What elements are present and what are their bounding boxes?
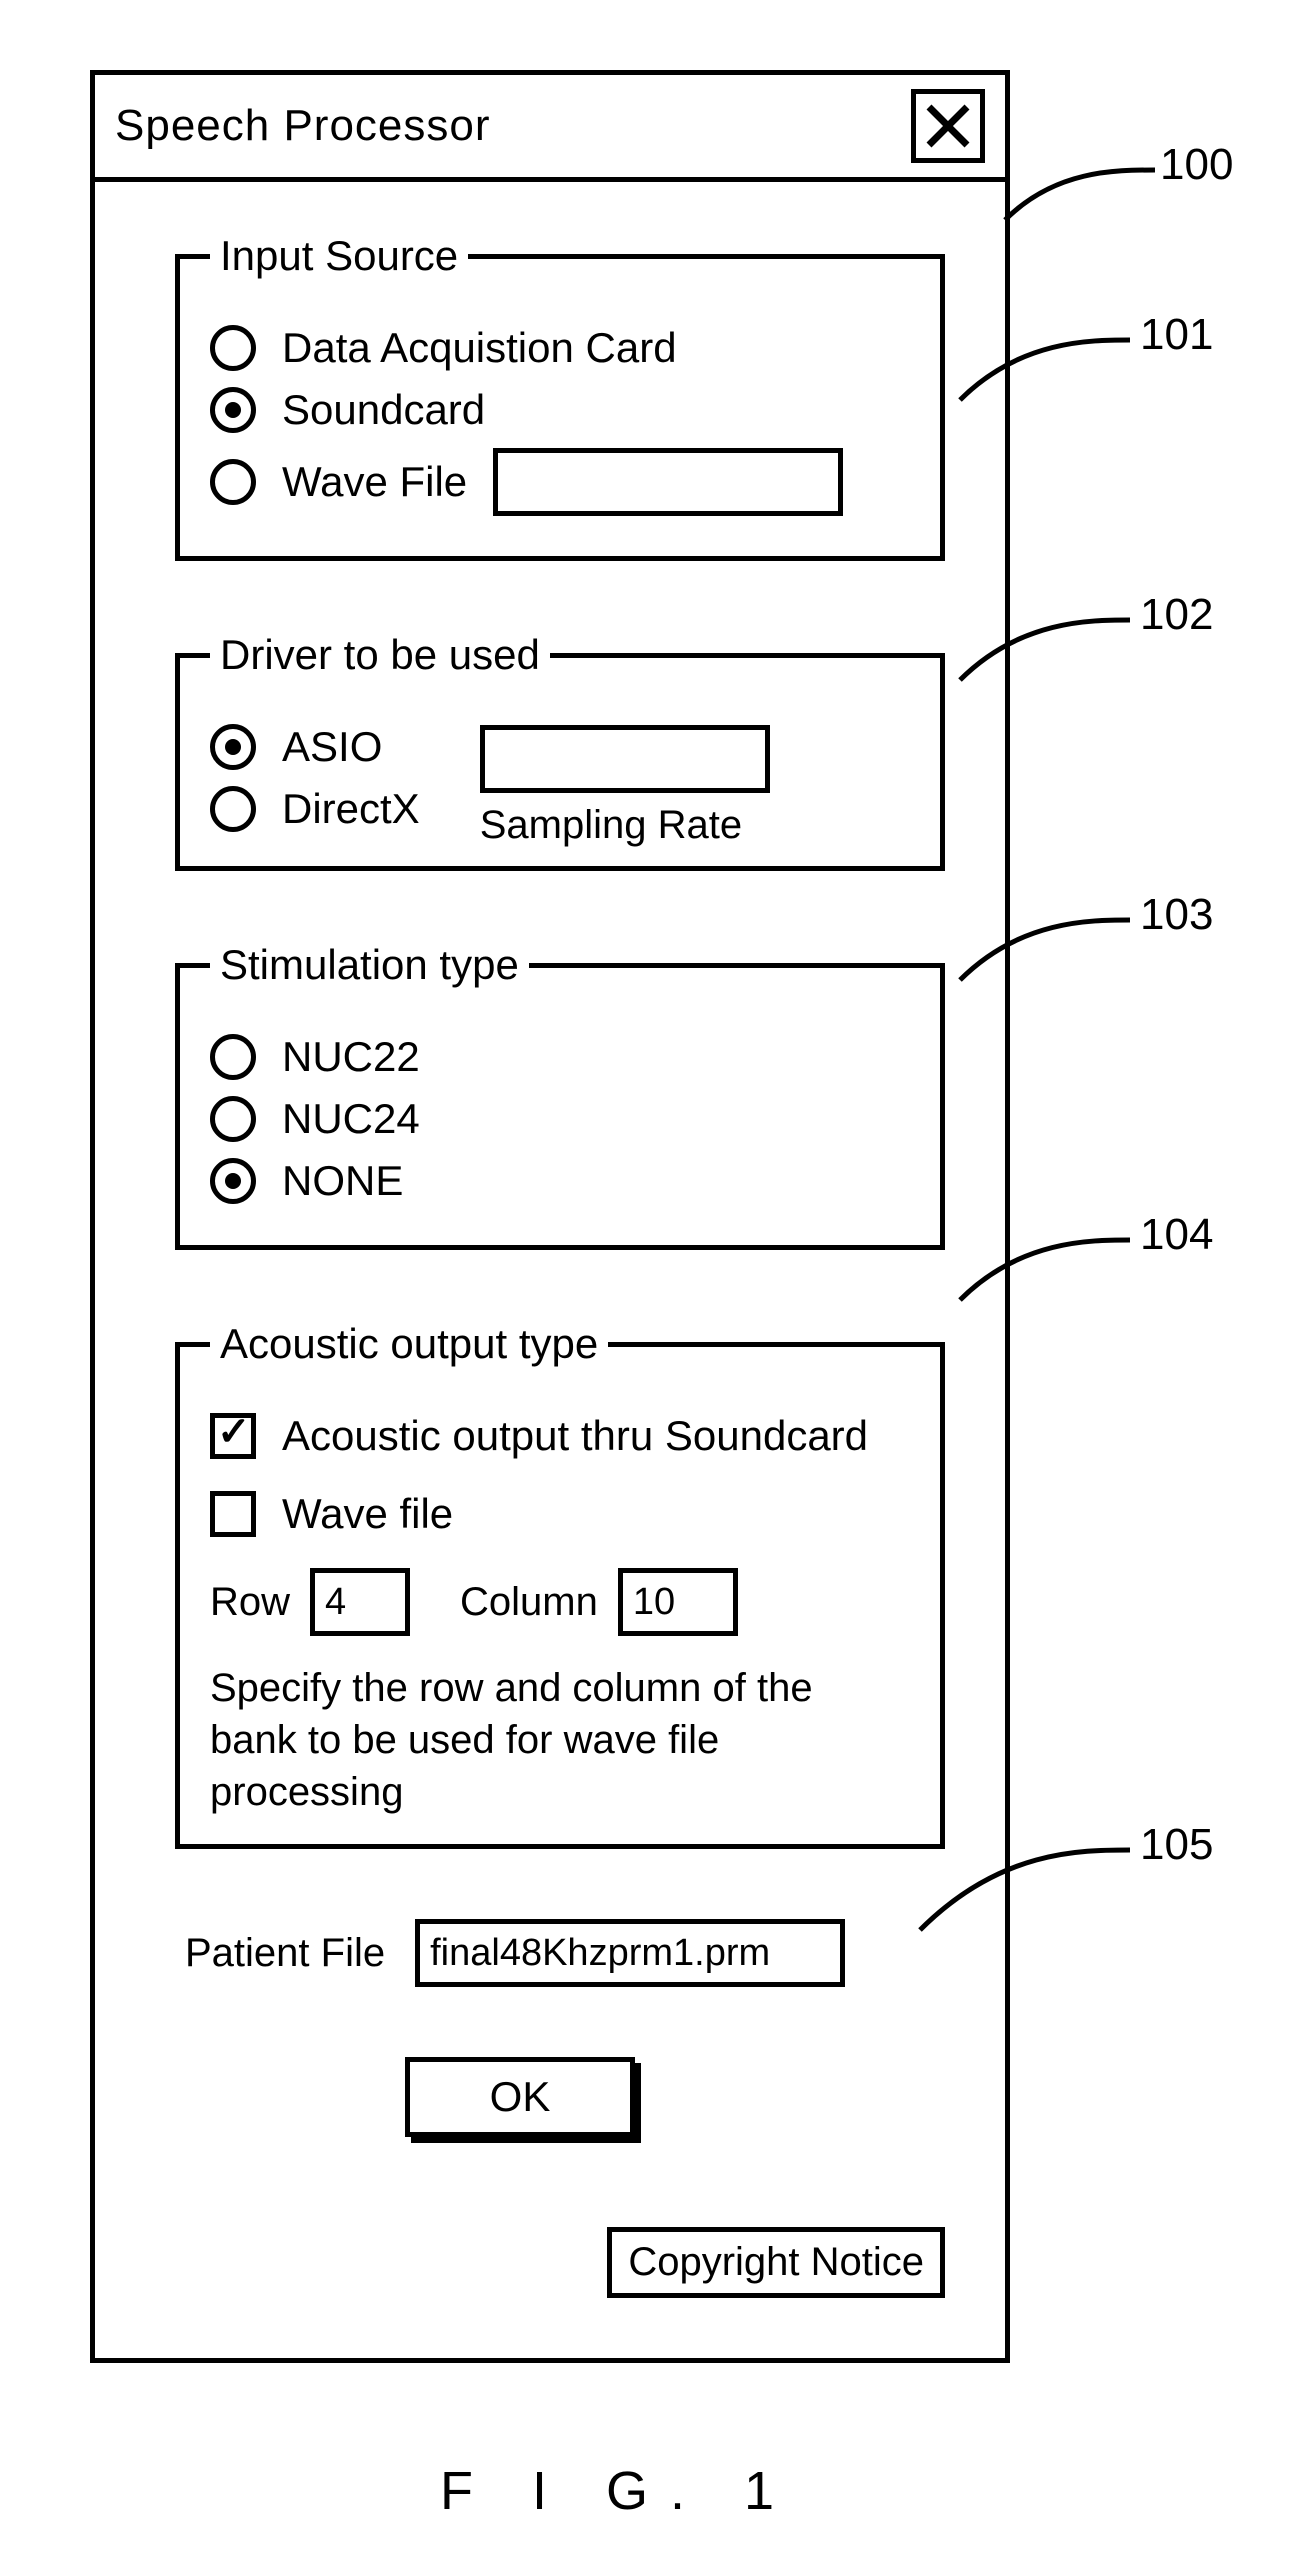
option-nuc22[interactable]: NUC22 bbox=[210, 1033, 910, 1081]
option-soundcard[interactable]: Soundcard bbox=[210, 386, 910, 434]
patient-file-label: Patient File bbox=[185, 1931, 385, 1976]
speech-processor-window: Speech Processor Input Source Data Acqui… bbox=[90, 70, 1010, 2363]
radio-icon bbox=[210, 1034, 256, 1080]
option-label: Soundcard bbox=[282, 386, 485, 434]
driver-group: Driver to be used ASIO DirectX bbox=[175, 631, 945, 871]
copyright-label: Copyright Notice bbox=[628, 2240, 924, 2284]
option-label: NUC22 bbox=[282, 1033, 420, 1081]
callout-104: 104 bbox=[1140, 1210, 1213, 1260]
radio-icon bbox=[210, 1158, 256, 1204]
option-label: ASIO bbox=[282, 723, 382, 771]
callout-100: 100 bbox=[1160, 140, 1233, 190]
ok-button-label: OK bbox=[490, 2073, 551, 2121]
driver-legend: Driver to be used bbox=[210, 631, 550, 679]
patient-file-input[interactable] bbox=[415, 1919, 845, 1987]
row-label: Row bbox=[210, 1580, 290, 1625]
window-title: Speech Processor bbox=[115, 101, 491, 151]
check-label: Wave file bbox=[282, 1490, 453, 1538]
radio-icon bbox=[210, 387, 256, 433]
option-data-acquisition[interactable]: Data Acquistion Card bbox=[210, 324, 910, 372]
radio-icon bbox=[210, 325, 256, 371]
acoustic-help-text: Specify the row and column of the bank t… bbox=[210, 1662, 910, 1818]
stimulation-legend: Stimulation type bbox=[210, 941, 529, 989]
radio-icon bbox=[210, 1096, 256, 1142]
option-label: NONE bbox=[282, 1157, 403, 1205]
option-none[interactable]: NONE bbox=[210, 1157, 910, 1205]
close-icon bbox=[925, 103, 971, 149]
sampling-rate-input[interactable] bbox=[480, 725, 770, 793]
close-button[interactable] bbox=[911, 89, 985, 163]
option-directx[interactable]: DirectX bbox=[210, 785, 420, 833]
option-asio[interactable]: ASIO bbox=[210, 723, 420, 771]
callout-105: 105 bbox=[1140, 1820, 1213, 1870]
column-label: Column bbox=[460, 1580, 598, 1625]
option-label: NUC24 bbox=[282, 1095, 420, 1143]
check-wave-file[interactable]: Wave file bbox=[210, 1490, 910, 1538]
titlebar: Speech Processor bbox=[95, 75, 1005, 182]
row-input[interactable] bbox=[310, 1568, 410, 1636]
wave-file-input[interactable] bbox=[493, 448, 843, 516]
checkbox-icon: ✓ bbox=[210, 1413, 256, 1459]
input-source-group: Input Source Data Acquistion Card Soundc… bbox=[175, 232, 945, 561]
radio-icon bbox=[210, 786, 256, 832]
stimulation-group: Stimulation type NUC22 NUC24 NONE bbox=[175, 941, 945, 1250]
ok-button[interactable]: OK bbox=[405, 2057, 635, 2137]
figure-caption: F I G. 1 bbox=[440, 2460, 796, 2522]
option-nuc24[interactable]: NUC24 bbox=[210, 1095, 910, 1143]
patient-file-row: Patient File bbox=[185, 1919, 945, 1987]
radio-icon bbox=[210, 459, 256, 505]
callout-102: 102 bbox=[1140, 590, 1213, 640]
option-wave-file[interactable]: Wave File bbox=[210, 448, 910, 516]
acoustic-legend: Acoustic output type bbox=[210, 1320, 608, 1368]
option-label: Wave File bbox=[282, 458, 467, 506]
option-label: Data Acquistion Card bbox=[282, 324, 677, 372]
sampling-rate-label: Sampling Rate bbox=[480, 803, 770, 848]
checkbox-icon bbox=[210, 1491, 256, 1537]
callout-103: 103 bbox=[1140, 890, 1213, 940]
callout-101: 101 bbox=[1140, 310, 1213, 360]
check-acoustic-soundcard[interactable]: ✓ Acoustic output thru Soundcard bbox=[210, 1412, 910, 1460]
column-input[interactable] bbox=[618, 1568, 738, 1636]
check-label: Acoustic output thru Soundcard bbox=[282, 1412, 868, 1460]
input-source-legend: Input Source bbox=[210, 232, 468, 280]
acoustic-group: Acoustic output type ✓ Acoustic output t… bbox=[175, 1320, 945, 1849]
copyright-button[interactable]: Copyright Notice bbox=[607, 2227, 945, 2298]
option-label: DirectX bbox=[282, 785, 420, 833]
radio-icon bbox=[210, 724, 256, 770]
